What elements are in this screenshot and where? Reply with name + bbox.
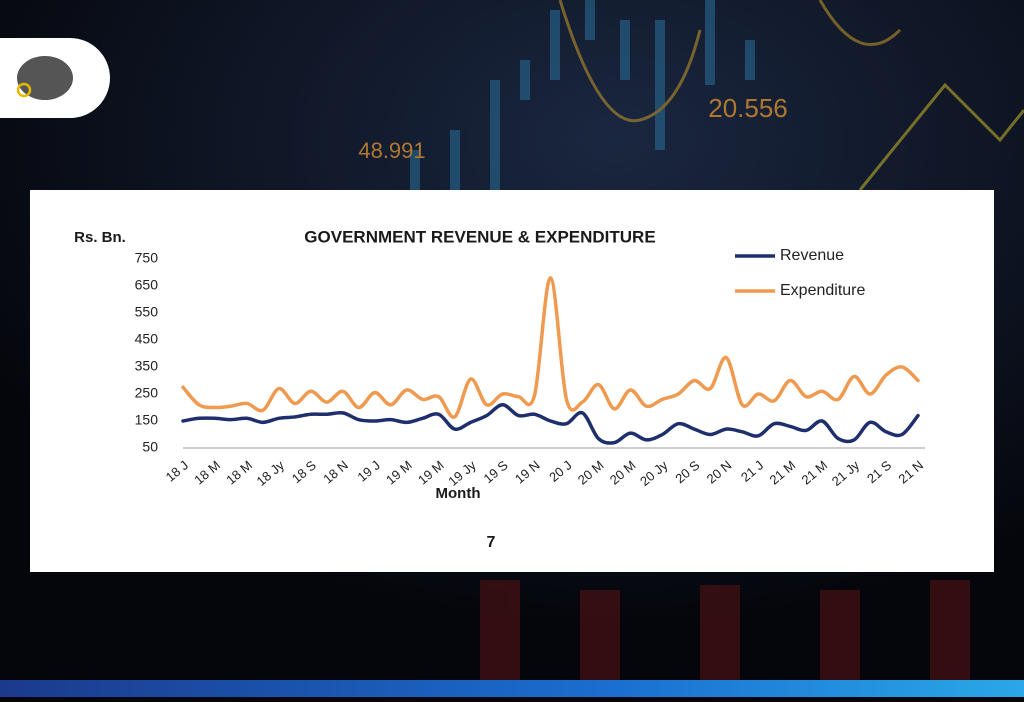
bottom-bar xyxy=(0,680,1024,697)
background-number: 20.556 xyxy=(708,93,788,123)
legend-label: Expenditure xyxy=(780,282,865,299)
y-tick-label: 150 xyxy=(135,412,159,428)
y-tick-label: 450 xyxy=(135,331,159,347)
page-number: 7 xyxy=(487,534,496,551)
logo-bull xyxy=(17,56,73,100)
legend-label: Revenue xyxy=(780,247,844,264)
y-tick-label: 250 xyxy=(135,385,159,401)
series-line xyxy=(181,276,920,419)
background-number: 48.991 xyxy=(358,138,425,163)
series-line xyxy=(181,403,920,445)
y-tick-label: 350 xyxy=(135,358,159,374)
slide-card xyxy=(30,190,994,572)
logo-ring xyxy=(16,82,32,98)
y-tick-label: 50 xyxy=(142,439,158,455)
y-tick-label: 550 xyxy=(135,304,159,320)
y-axis-label: Rs. Bn. xyxy=(74,229,126,246)
chart-title: GOVERNMENT REVENUE & EXPENDITURE xyxy=(304,227,655,246)
y-tick-label: 750 xyxy=(135,250,159,266)
y-tick-label: 650 xyxy=(135,277,159,293)
background-candles xyxy=(410,0,1024,680)
x-axis-label: Month xyxy=(436,485,481,502)
